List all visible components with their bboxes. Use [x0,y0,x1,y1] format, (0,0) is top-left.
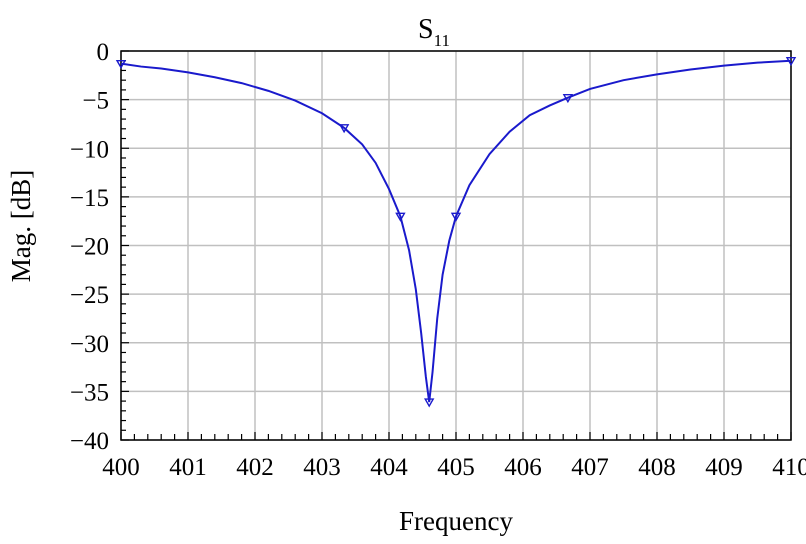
x-tick-label: 408 [638,454,676,481]
x-tick-label: 402 [236,454,274,481]
triangle-marker [338,124,350,134]
x-tick-label: 409 [705,454,743,481]
triangle-marker [115,59,127,70]
triangle-marker [785,57,797,67]
y-tick-label: −40 [70,428,109,455]
triangle-marker [450,212,462,222]
x-tick-label: 410 [772,454,806,481]
x-axis-label: Frequency [399,506,513,536]
markers [115,57,797,408]
y-tick-labels: 0 −5 −10 −15 −20 −25 −30 −35 −40 [70,39,109,455]
y-tick-label: −15 [70,185,109,212]
y-tick-label: −30 [70,331,109,358]
y-tick-label: −10 [70,136,109,163]
grid [120,50,792,441]
x-tick-label: 405 [437,454,475,481]
y-tick-label: −5 [82,88,109,115]
triangle-marker [395,212,406,222]
x-tick-label: 404 [370,454,408,481]
x-tick-label: 403 [303,454,341,481]
x-tick-labels: 400 401 402 403 404 405 406 407 408 409 410 [102,454,806,481]
y-tick-label: 0 [97,39,110,66]
x-tick-label: 400 [102,454,140,481]
y-axis-label: Mag. [dB] [6,170,36,282]
y-tick-label: −20 [70,234,109,261]
x-tick-label: 406 [504,454,542,481]
y-tick-label: −35 [70,379,109,406]
x-tick-label: 401 [169,454,207,481]
s11-series-line [120,59,792,403]
minor-ticks [120,50,792,441]
y-tick-label: −25 [70,282,109,309]
triangle-marker [423,398,435,408]
x-tick-label: 407 [571,454,609,481]
triangle-marker [562,93,574,104]
chart-title: S11 [418,14,450,50]
